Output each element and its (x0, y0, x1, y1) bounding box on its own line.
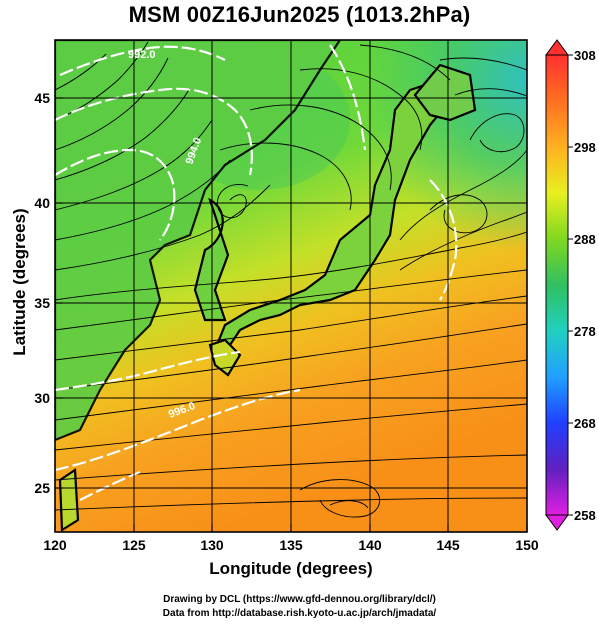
graticule (55, 40, 527, 532)
x-tick-label: 140 (358, 537, 382, 553)
x-tick-labels: 120 125 130 135 140 145 150 (43, 537, 539, 553)
credit-drawing: Drawing by DCL (https://www.gfd-dennou.o… (163, 594, 436, 605)
x-axis-label: Longitude (degrees) (209, 559, 373, 578)
colorbar-tick-label: 258 (574, 508, 596, 523)
colorbar: 308 298 288 278 268 258 (545, 39, 596, 531)
y-tick-label: 35 (34, 295, 50, 311)
y-axis-label: Latitude (degrees) (10, 208, 29, 356)
colorbar-tick-label: 298 (574, 140, 596, 155)
y-tick-label: 25 (34, 480, 50, 496)
x-tick-label: 130 (200, 537, 224, 553)
x-tick-label: 125 (122, 537, 146, 553)
x-tick-label: 120 (43, 537, 67, 553)
y-tick-label: 45 (34, 90, 50, 106)
y-tick-label: 40 (34, 195, 50, 211)
colorbar-tick-label: 288 (574, 232, 596, 247)
y-tick-labels: 25 30 35 40 45 (34, 90, 50, 496)
colorbar-tick-label: 268 (574, 416, 596, 431)
axis-ticks (54, 97, 528, 532)
colorbar-bottom-arrow (545, 514, 569, 531)
colorbar-tick-label: 308 (574, 48, 596, 63)
colorbar-tick-label: 278 (574, 324, 596, 339)
colorbar-top-arrow (545, 39, 569, 56)
x-tick-label: 150 (515, 537, 539, 553)
wind-streamlines (55, 41, 527, 518)
x-tick-label: 145 (436, 537, 460, 553)
contour-label: 992.0 (128, 49, 156, 61)
colorbar-ramp (545, 54, 569, 516)
x-tick-label: 135 (279, 537, 303, 553)
y-tick-label: 30 (34, 390, 50, 406)
credit-data: Data from http://database.rish.kyoto-u.a… (162, 608, 437, 619)
map-title: MSM 00Z16Jun2025 (1013.2hPa) (128, 2, 471, 27)
